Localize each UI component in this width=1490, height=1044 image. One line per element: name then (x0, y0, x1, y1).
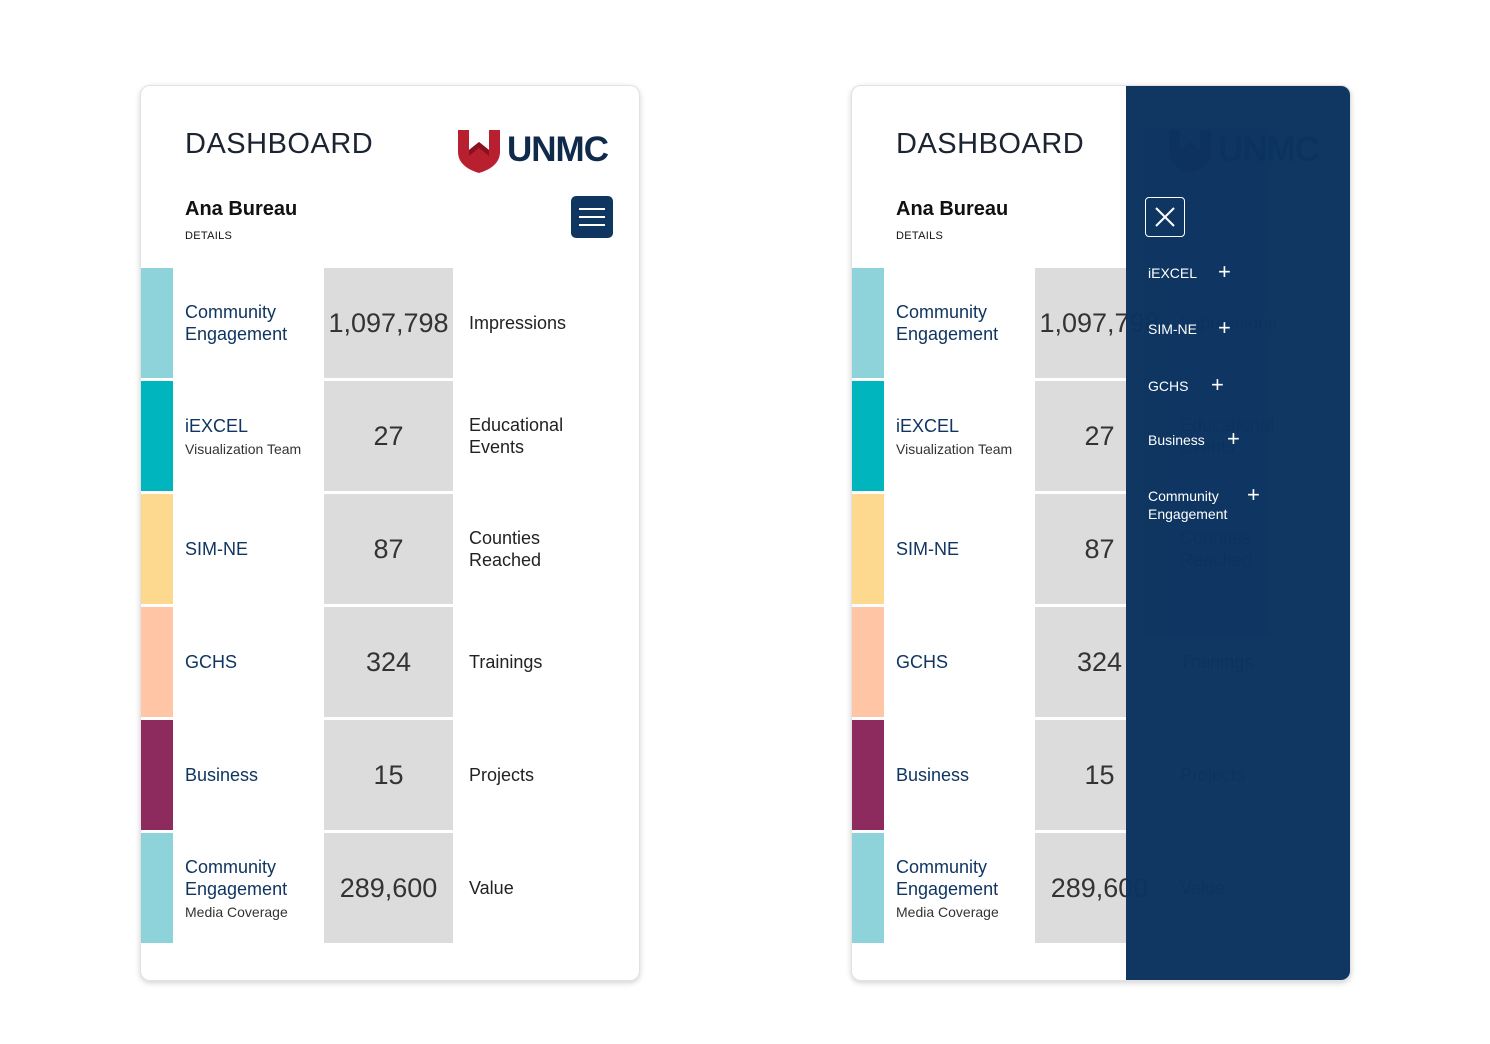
category-color-swatch (852, 833, 884, 943)
category-color-swatch (852, 720, 884, 830)
metric-value: 15 (324, 720, 453, 830)
nav-drawer: iEXCEL + SIM-NE + GCHS + Business + Comm… (1126, 86, 1350, 980)
plus-icon[interactable]: + (1211, 372, 1224, 397)
category-color-swatch (852, 494, 884, 604)
hamburger-line (579, 224, 605, 226)
category-sublabel: Media Coverage (896, 903, 999, 920)
nav-item-gchs[interactable]: GCHS (1148, 378, 1189, 394)
category-color-swatch (141, 607, 173, 717)
metric-label: Educational Events (469, 415, 564, 457)
nav-item-sim-ne[interactable]: SIM-NE (1148, 321, 1197, 337)
plus-icon[interactable]: + (1227, 426, 1240, 451)
hamburger-line (579, 208, 605, 210)
category-color-swatch (141, 720, 173, 830)
metric-row[interactable]: GCHS 324 Trainings (141, 607, 639, 717)
category-color-swatch (141, 381, 173, 491)
close-menu-button[interactable] (1145, 197, 1185, 237)
metric-row[interactable]: Business 15 Projects (141, 720, 639, 830)
metric-row[interactable]: Community Engagement 1,097,798 Impressio… (141, 268, 639, 378)
nav-item-community-engagement[interactable]: Community Engagement (1148, 488, 1228, 522)
category-color-swatch (141, 268, 173, 378)
category-sublabel: Visualization Team (185, 440, 302, 457)
close-icon (1155, 207, 1175, 227)
user-name: Ana Bureau (896, 198, 1009, 220)
category-color-swatch (141, 833, 173, 943)
metric-label: Impressions (469, 313, 567, 333)
category-label: GCHS (185, 652, 238, 672)
metric-label: Value (469, 878, 514, 898)
metric-value: 289,600 (324, 833, 453, 943)
category-color-swatch (141, 494, 173, 604)
category-color-swatch (852, 381, 884, 491)
metric-label: Trainings (469, 652, 543, 672)
metric-row[interactable]: SIM-NE 87 Counties Reached (141, 494, 639, 604)
metrics-list: Community Engagement 1,097,798 Impressio… (141, 268, 639, 946)
dashboard-card-menu-open: DASHBOARD UNMC Ana Bureau DETAILS Commun… (851, 85, 1351, 981)
metric-row[interactable]: iEXCEL Visualization Team 27 Educational… (141, 381, 639, 491)
plus-icon[interactable]: + (1218, 259, 1231, 284)
user-name: Ana Bureau (185, 198, 298, 220)
category-sublabel: Visualization Team (896, 440, 1013, 457)
metric-value: 27 (324, 381, 453, 491)
dashboard-card: DASHBOARD UNMC Ana Bureau DETAILS Commun… (140, 85, 640, 981)
category-label: iEXCEL (185, 415, 249, 436)
category-label: iEXCEL (896, 415, 960, 436)
category-label: SIM-NE (896, 539, 959, 559)
category-label: Community Engagement (896, 302, 999, 344)
metric-row[interactable]: Community Engagement Media Coverage 289,… (141, 833, 639, 943)
hamburger-line (579, 216, 605, 218)
plus-icon[interactable]: + (1218, 315, 1231, 340)
category-color-swatch (852, 268, 884, 378)
category-label: Business (185, 765, 259, 785)
metric-label: Counties Reached (469, 528, 542, 570)
category-label: Business (896, 765, 970, 785)
plus-icon[interactable]: + (1247, 482, 1260, 507)
nav-item-business[interactable]: Business (1148, 432, 1205, 448)
category-sublabel: Media Coverage (185, 903, 288, 920)
metric-value: 324 (324, 607, 453, 717)
category-label: Community Engagement (185, 302, 288, 344)
unmc-logo: UNMC (456, 128, 616, 174)
page-title: DASHBOARD (896, 128, 1085, 160)
category-label: GCHS (896, 652, 949, 672)
category-label: SIM-NE (185, 539, 248, 559)
unmc-wordmark: UNMC (507, 130, 609, 169)
metric-label: Projects (469, 765, 535, 785)
details-link[interactable]: DETAILS (185, 230, 233, 242)
nav-item-iexcel[interactable]: iEXCEL (1148, 265, 1198, 281)
category-label: Community Engagement (896, 856, 999, 899)
hamburger-menu-button[interactable] (571, 196, 613, 238)
metric-value: 87 (324, 494, 453, 604)
category-color-swatch (852, 607, 884, 717)
details-link[interactable]: DETAILS (896, 230, 944, 242)
category-label: Community Engagement (185, 856, 288, 899)
metric-value: 1,097,798 (324, 268, 453, 378)
unmc-shield-icon (458, 130, 500, 173)
page-title: DASHBOARD (185, 128, 374, 160)
